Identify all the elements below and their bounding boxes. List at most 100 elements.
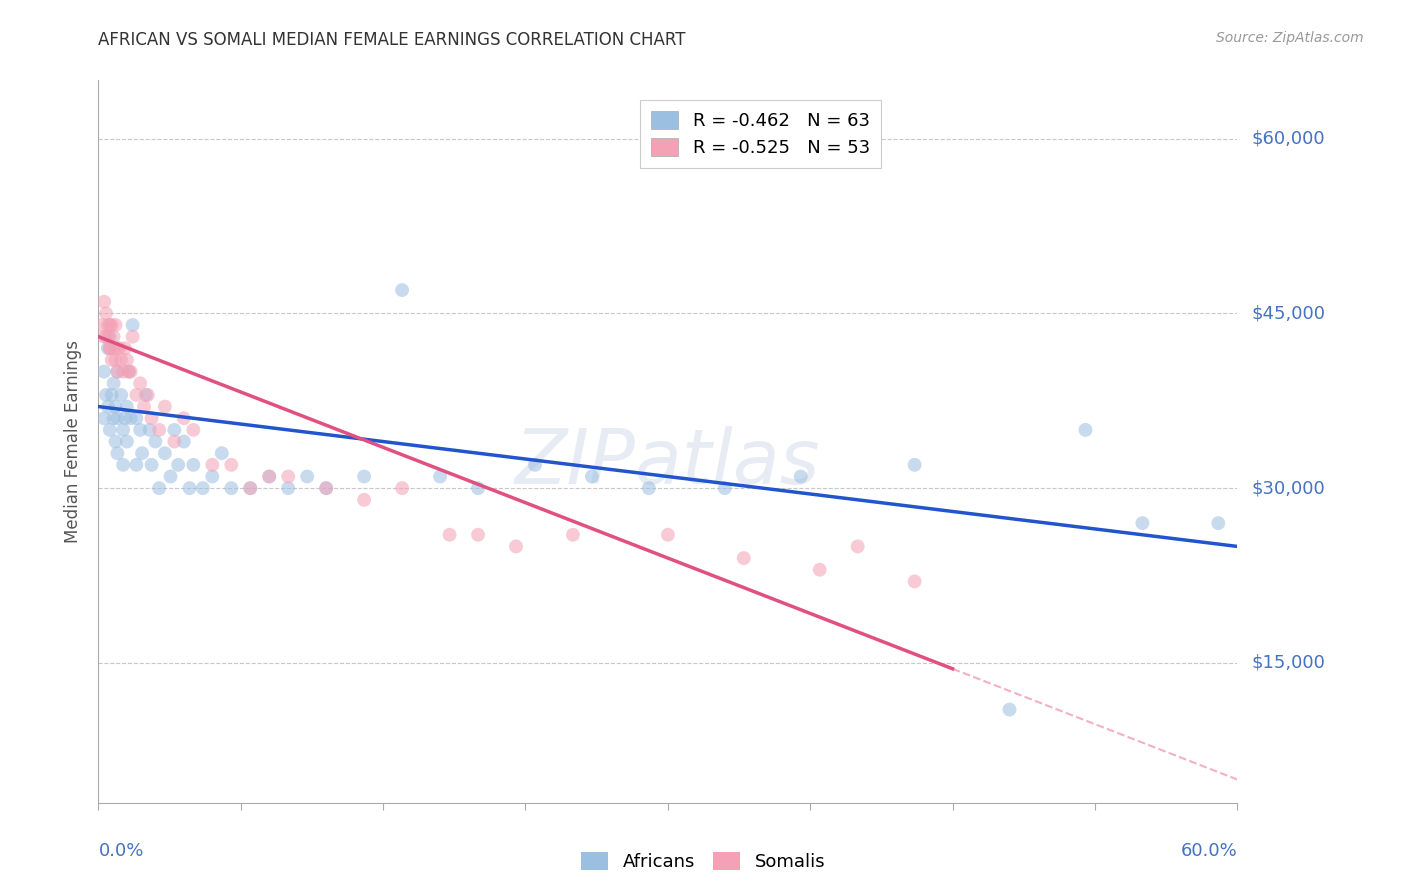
Point <box>97 329 120 343</box>
Point <box>163 434 186 449</box>
Point <box>100 388 122 402</box>
Point <box>98 329 121 343</box>
Point <box>121 318 143 332</box>
Point <box>183 458 205 472</box>
Text: $45,000: $45,000 <box>1251 304 1326 322</box>
Point <box>114 341 136 355</box>
Point <box>315 481 337 495</box>
Point <box>131 446 153 460</box>
Point <box>112 458 135 472</box>
Point <box>107 365 129 379</box>
Text: AFRICAN VS SOMALI MEDIAN FEMALE EARNINGS CORRELATION CHART: AFRICAN VS SOMALI MEDIAN FEMALE EARNINGS… <box>98 31 686 49</box>
Point <box>1132 516 1154 530</box>
Point <box>136 388 159 402</box>
Point <box>97 341 120 355</box>
Point <box>201 458 224 472</box>
Point <box>297 469 319 483</box>
Point <box>112 365 135 379</box>
Point <box>145 434 167 449</box>
Point <box>167 458 190 472</box>
Point <box>524 458 547 472</box>
Point <box>191 481 214 495</box>
Point <box>201 469 224 483</box>
Point <box>153 400 176 414</box>
Point <box>104 353 127 368</box>
Point <box>904 574 927 589</box>
Point <box>391 283 413 297</box>
Point <box>103 329 125 343</box>
Point <box>107 411 129 425</box>
Point <box>505 540 527 554</box>
Point <box>129 376 152 391</box>
Point <box>97 318 120 332</box>
Point <box>221 481 243 495</box>
Point <box>98 341 121 355</box>
Point <box>100 353 122 368</box>
Point <box>121 329 143 343</box>
Point <box>118 365 141 379</box>
Point <box>93 294 115 309</box>
Point <box>94 388 117 402</box>
Point <box>733 551 755 566</box>
Point <box>104 400 127 414</box>
Point <box>173 434 195 449</box>
Point <box>790 469 813 483</box>
Y-axis label: Median Female Earnings: Median Female Earnings <box>65 340 83 543</box>
Point <box>998 702 1021 716</box>
Point <box>98 423 121 437</box>
Point <box>277 481 299 495</box>
Point <box>112 423 135 437</box>
Point <box>562 528 585 542</box>
Point <box>103 411 125 425</box>
Point <box>277 469 299 483</box>
Point <box>115 434 138 449</box>
Text: 0.0%: 0.0% <box>98 842 143 860</box>
Point <box>239 481 262 495</box>
Point <box>104 318 127 332</box>
Text: $30,000: $30,000 <box>1251 479 1324 497</box>
Point <box>103 376 125 391</box>
Point <box>581 469 603 483</box>
Text: Source: ZipAtlas.com: Source: ZipAtlas.com <box>1216 31 1364 45</box>
Point <box>846 540 869 554</box>
Point <box>808 563 831 577</box>
Point <box>467 481 489 495</box>
Point <box>163 423 186 437</box>
Point <box>429 469 451 483</box>
Point <box>125 388 148 402</box>
Point <box>125 411 148 425</box>
Point <box>93 411 115 425</box>
Point <box>104 434 127 449</box>
Point <box>94 306 117 320</box>
Point <box>110 353 132 368</box>
Point <box>179 481 201 495</box>
Point <box>100 318 122 332</box>
Point <box>115 353 138 368</box>
Point <box>714 481 737 495</box>
Point <box>1208 516 1230 530</box>
Text: $60,000: $60,000 <box>1251 129 1324 147</box>
Text: $15,000: $15,000 <box>1251 654 1324 672</box>
Point <box>98 341 121 355</box>
Text: 60.0%: 60.0% <box>1181 842 1237 860</box>
Point <box>94 329 117 343</box>
Point <box>239 481 262 495</box>
Point <box>110 388 132 402</box>
Point <box>98 318 121 332</box>
Point <box>118 365 141 379</box>
Point <box>148 481 170 495</box>
Point <box>259 469 281 483</box>
Point <box>353 469 375 483</box>
Point <box>135 388 157 402</box>
Point <box>97 400 120 414</box>
Point <box>183 423 205 437</box>
Point <box>132 400 155 414</box>
Point <box>125 458 148 472</box>
Point <box>439 528 461 542</box>
Point <box>129 423 152 437</box>
Point <box>159 469 181 483</box>
Point <box>120 411 142 425</box>
Point <box>141 411 163 425</box>
Point <box>153 446 176 460</box>
Point <box>93 365 115 379</box>
